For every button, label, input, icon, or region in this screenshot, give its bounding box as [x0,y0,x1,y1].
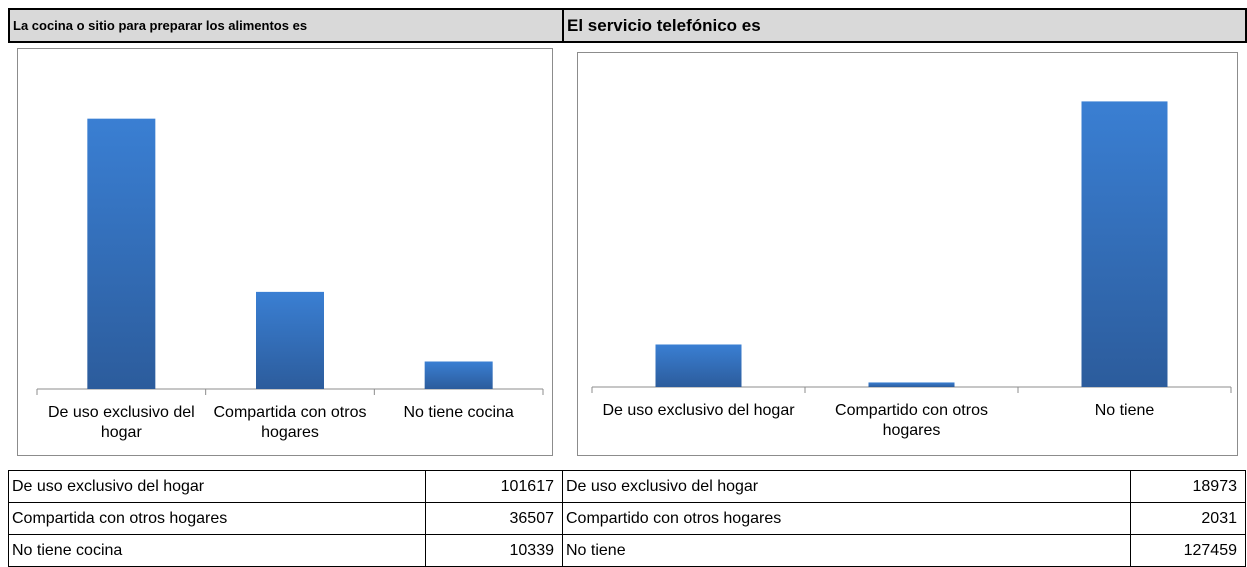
table-label: No tiene [562,534,1131,567]
table-label: Compartida con otros hogares [8,502,426,535]
x-tick-label: De uso exclusivo del hogar [602,402,795,419]
chart-title: La cocina o sitio para preparar los alim… [8,8,564,43]
table-label: No tiene cocina [8,534,426,567]
table-value: 127459 [1130,534,1246,567]
table-label: De uso exclusivo del hogar [8,470,426,503]
bar [655,344,742,387]
bar [256,291,324,389]
table-value: 18973 [1130,470,1246,503]
x-tick-label: De uso exclusivo del hogar [47,404,195,441]
table-value: 36507 [425,502,563,535]
table-value: 101617 [425,470,563,503]
bar [868,382,955,387]
table-value: 10339 [425,534,563,567]
table-label: Compartido con otros hogares [562,502,1131,535]
x-tick-label: Compartida con otros hogares [213,404,367,441]
chart-title: El servicio telefónico es [562,8,1247,43]
x-tick-label: No tiene [1094,402,1155,419]
x-tick-label: No tiene cocina [403,404,514,421]
table-label: De uso exclusivo del hogar [562,470,1131,503]
x-tick-label: Compartido con otros hogares [835,402,988,439]
bar [87,118,156,390]
bar [424,361,493,389]
table-value: 2031 [1130,502,1246,535]
bar [1081,101,1168,388]
